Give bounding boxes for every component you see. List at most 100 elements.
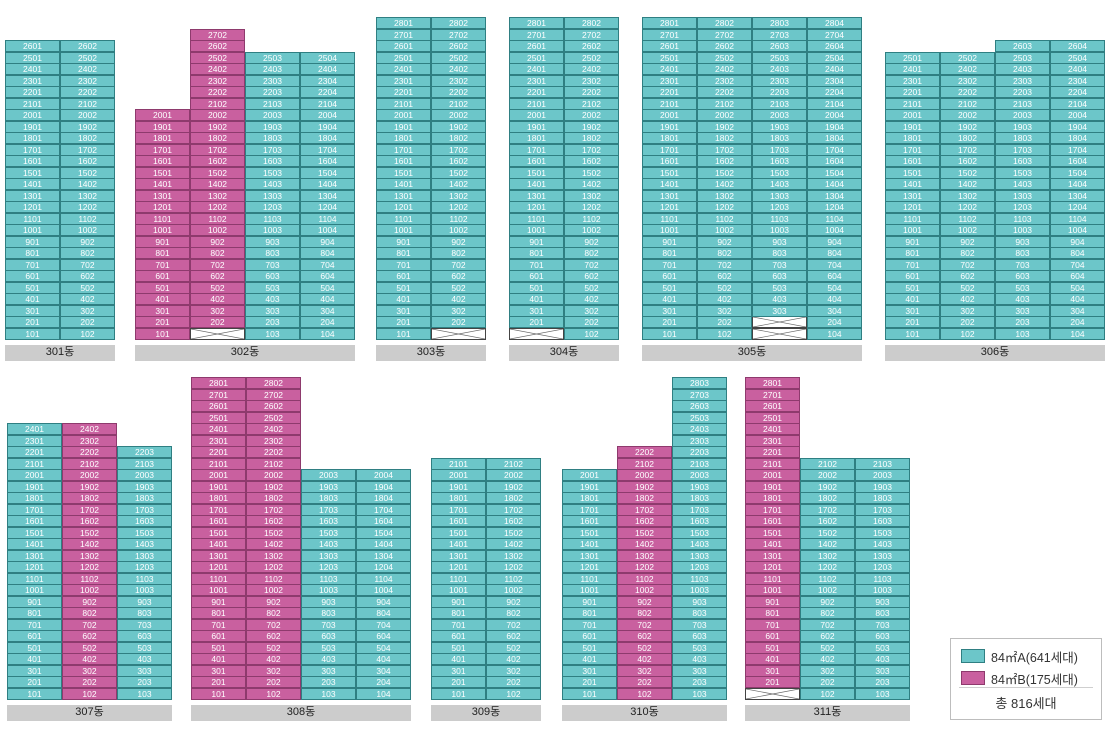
unit-cell: 2301 xyxy=(191,434,246,447)
unit-cell: 2501 xyxy=(5,51,60,64)
unit-cell: 503 xyxy=(752,281,807,294)
unit-cell: 1602 xyxy=(62,515,117,527)
unit-cell: 1303 xyxy=(245,189,300,202)
unit-cell: 603 xyxy=(117,630,172,642)
unit-cell: 103 xyxy=(672,687,727,700)
unit-cell: 1804 xyxy=(356,492,411,504)
unit-cell: 203 xyxy=(117,676,172,688)
unit-cell: 2101 xyxy=(642,97,697,110)
unit-cell: 1601 xyxy=(562,515,617,527)
unit-cell: 402 xyxy=(60,293,115,305)
unit-cell: 2204 xyxy=(300,86,355,98)
unit-cell: 203 xyxy=(995,316,1050,328)
unit-cell: 803 xyxy=(301,607,356,619)
unit-cell: 503 xyxy=(245,281,300,294)
unit-cell: 2202 xyxy=(617,446,672,458)
legend-total: 총 816세대 xyxy=(995,696,1057,711)
unit-cell: 2503 xyxy=(672,411,727,424)
unit-cell: 902 xyxy=(62,595,117,608)
unit-cell: 1403 xyxy=(855,538,910,550)
unit-cell: 604 xyxy=(300,270,355,282)
unit-cell: 101 xyxy=(562,687,617,700)
unit-cell: 2101 xyxy=(431,457,486,470)
unit-cell: 1203 xyxy=(245,201,300,213)
unit-cell: 603 xyxy=(672,630,727,642)
unit-cell: 601 xyxy=(191,630,246,642)
unit-cell: 804 xyxy=(300,247,355,259)
unit-cell: 701 xyxy=(5,258,60,271)
unit-cell: 603 xyxy=(995,270,1050,282)
unit-cell: 2101 xyxy=(376,97,431,110)
unit-cell: 2803 xyxy=(752,17,807,29)
unit-cell: 701 xyxy=(191,618,246,631)
unit-cell: 2602 xyxy=(697,40,752,52)
unit-cell: 603 xyxy=(855,630,910,642)
unit-cell: 2502 xyxy=(190,51,245,64)
legend-swatch-type-b xyxy=(961,671,985,685)
unit-cell: 604 xyxy=(807,270,862,282)
unit-cell: 2503 xyxy=(995,51,1050,64)
unit-cell: 1401 xyxy=(7,538,62,550)
unit-cell: 2401 xyxy=(191,423,246,435)
unit-cell: 1703 xyxy=(672,503,727,516)
unit-cell: 1102 xyxy=(190,212,245,225)
unit-cell: 502 xyxy=(697,281,752,294)
unit-cell: 1402 xyxy=(62,538,117,550)
building-label: 310동 xyxy=(562,705,727,721)
unit-cell: 1801 xyxy=(562,492,617,504)
unit-cell: 2701 xyxy=(376,28,431,41)
unit-cell: 1901 xyxy=(5,120,60,133)
unit-cell: 504 xyxy=(807,281,862,294)
unit-cell: 1204 xyxy=(356,561,411,573)
unit-cell: 903 xyxy=(855,595,910,608)
unit-cell: 801 xyxy=(135,247,190,259)
unit-cell: 1504 xyxy=(807,166,862,179)
unit-cell: 1201 xyxy=(562,561,617,573)
unit-cell: 2202 xyxy=(697,86,752,98)
unit-cell: 603 xyxy=(752,270,807,282)
unit-cell: 2101 xyxy=(509,97,564,110)
unit-cell: 1202 xyxy=(486,561,541,573)
unit-cell: 401 xyxy=(135,293,190,305)
unit-cell: 703 xyxy=(301,618,356,631)
unit-cell: 402 xyxy=(486,653,541,665)
unit-cell: 201 xyxy=(745,676,800,688)
unit-cell: 302 xyxy=(564,304,619,317)
unit-cell: 1402 xyxy=(190,178,245,190)
unit-cell: 2502 xyxy=(246,411,301,424)
unit-cell: 1702 xyxy=(564,143,619,156)
unit-cell: 1101 xyxy=(5,212,60,225)
unit-cell: 1102 xyxy=(60,212,115,225)
unit-cell: 1503 xyxy=(117,526,172,539)
unit-cell: 1304 xyxy=(807,189,862,202)
unit-cell: 301 xyxy=(431,664,486,677)
unit-cell: 1502 xyxy=(697,166,752,179)
unit-cell: 902 xyxy=(800,595,855,608)
unit-cell: 1902 xyxy=(940,120,995,133)
unit-cell: 2402 xyxy=(246,423,301,435)
unit-cell: 1103 xyxy=(995,212,1050,225)
unit-cell: 301 xyxy=(5,304,60,317)
unit-cell: 2001 xyxy=(376,109,431,121)
unit-cell: 403 xyxy=(672,653,727,665)
unit-cell: 903 xyxy=(995,235,1050,248)
unit-cell: 1601 xyxy=(642,155,697,167)
unit-cell: 1501 xyxy=(376,166,431,179)
unit-cell: 2003 xyxy=(855,469,910,481)
unit-cell: 1102 xyxy=(486,572,541,585)
unit-cell: 1804 xyxy=(807,132,862,144)
unit-cell: 2203 xyxy=(995,86,1050,98)
unit-cell: 1301 xyxy=(885,189,940,202)
unit-cell: 901 xyxy=(885,235,940,248)
unit-cell: 604 xyxy=(1050,270,1105,282)
unit-cell: 2402 xyxy=(697,63,752,75)
unit-cell: 2004 xyxy=(300,109,355,121)
unit-cell: 704 xyxy=(356,618,411,631)
unit-cell: 1303 xyxy=(672,549,727,562)
unit-cell: 1002 xyxy=(190,224,245,236)
unit-cell: 1802 xyxy=(486,492,541,504)
unit-cell: 1201 xyxy=(5,201,60,213)
unit-cell: 701 xyxy=(135,258,190,271)
unit-cell: 1402 xyxy=(564,178,619,190)
unit-cell: 1501 xyxy=(135,166,190,179)
